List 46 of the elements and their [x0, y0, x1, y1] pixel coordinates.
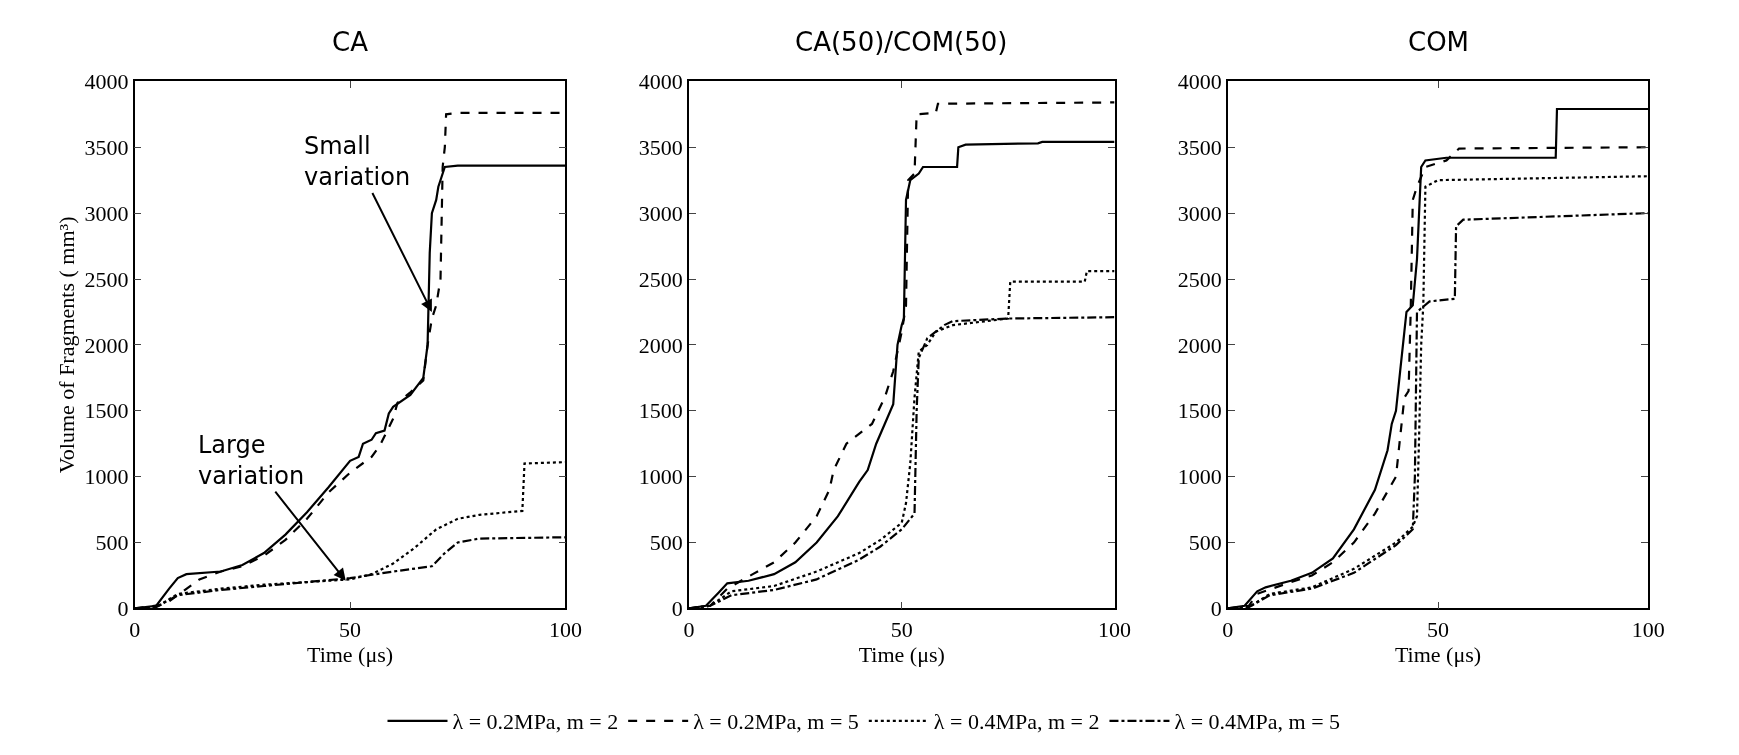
y-tick-label: 0: [1210, 596, 1222, 622]
chart-title: COM: [1408, 27, 1470, 57]
y-tick-label: 0: [671, 596, 683, 622]
y-tick-label: 1000: [1177, 464, 1222, 490]
y-tick-label: 1000: [84, 464, 129, 490]
y-tick-label: 2500: [1177, 266, 1222, 292]
annotation: Large variation: [198, 431, 305, 491]
x-axis-title: Time (μs): [858, 641, 945, 667]
y-tick-label: 1000: [638, 464, 683, 490]
y-axis-title: Volume of Fragments ( mm³): [53, 216, 79, 474]
y-tick-label: 3000: [84, 200, 129, 226]
y-tick-label: 2000: [1177, 332, 1222, 358]
y-tick-label: 4000: [1177, 69, 1222, 95]
x-axis-title: Time (μs): [306, 641, 394, 667]
x-tick-label: 100: [548, 616, 582, 642]
chart-title: CA: [332, 27, 369, 57]
legend-label: λ = 0.2MPa, m = 5: [693, 709, 859, 735]
y-tick-label: 2000: [638, 332, 683, 358]
y-tick-label: 2500: [84, 266, 129, 292]
y-tick-label: 2000: [84, 332, 129, 358]
y-tick-label: 4000: [638, 69, 683, 95]
x-tick-label: 50: [890, 616, 913, 642]
y-tick-label: 3500: [84, 134, 129, 160]
y-tick-label: 3000: [1177, 200, 1222, 226]
legend-label: λ = 0.2MPa, m = 2: [452, 709, 619, 735]
x-axis-title: Time (μs): [1394, 641, 1482, 667]
x-tick-label: 100: [1631, 616, 1665, 642]
x-tick-label: 100: [1098, 616, 1132, 642]
legend-label: λ = 0.4MPa, m = 5: [1174, 709, 1341, 735]
y-tick-label: 3500: [1177, 134, 1222, 160]
annotation: Small variation: [304, 132, 411, 192]
chart-title: CA(50)/COM(50): [795, 27, 1008, 57]
y-tick-label: 0: [117, 596, 129, 622]
y-tick-label: 3500: [638, 134, 683, 160]
y-tick-label: 500: [1188, 530, 1222, 556]
legend-label: λ = 0.4MPa, m = 2: [933, 709, 1100, 735]
y-tick-label: 1500: [1177, 398, 1222, 424]
y-tick-label: 2500: [638, 266, 683, 292]
y-tick-label: 4000: [84, 69, 129, 95]
y-tick-label: 1500: [84, 398, 129, 424]
y-tick-label: 3000: [638, 200, 683, 226]
x-tick-label: 50: [339, 616, 362, 642]
x-tick-label: 50: [1427, 616, 1449, 642]
y-tick-label: 1500: [638, 398, 683, 424]
y-tick-label: 500: [95, 530, 129, 556]
y-tick-label: 500: [649, 530, 683, 556]
